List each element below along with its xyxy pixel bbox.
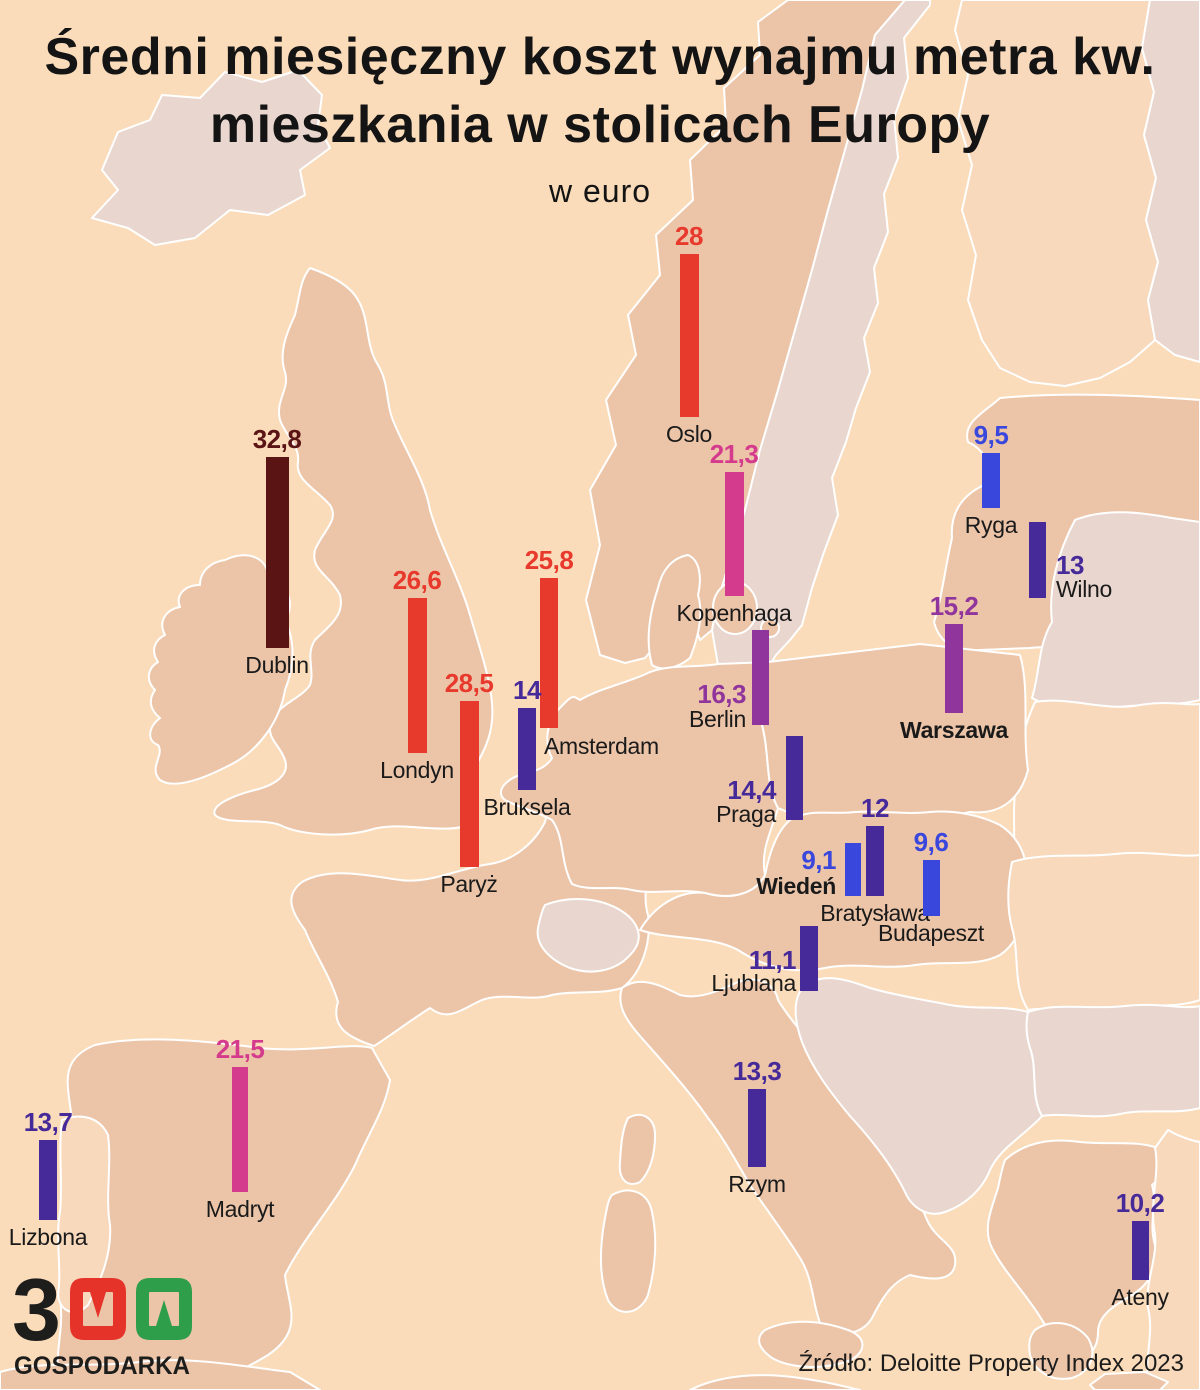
country-switzerland <box>536 898 640 973</box>
logo-wordmark: GOSPODARKA <box>14 1352 190 1380</box>
bar-value-label-ryga: 9,5 <box>973 420 1009 450</box>
bar-bratyslawa <box>866 826 884 896</box>
bar-value-label-oslo: 28 <box>675 221 703 251</box>
bar-value-label-kopenhaga: 21,3 <box>709 439 759 469</box>
bar-city-label-paryz: Paryż <box>440 871 498 897</box>
logo-300gospodarka: 3 GOSPODARKA <box>14 1276 192 1380</box>
country-sweden <box>711 0 931 696</box>
bar-city-label-bruksela: Bruksela <box>483 794 571 820</box>
bar-city-label-londyn: Londyn <box>380 757 454 783</box>
bar-city-label-ljublana: Ljublana <box>711 970 796 996</box>
bar-value-label-berlin: 16,3 <box>697 679 746 709</box>
country-balkans <box>794 977 1043 1215</box>
country-italy <box>619 978 957 1335</box>
country-bulgaria <box>1025 1003 1200 1118</box>
bar-value-label-dublin: 32,8 <box>252 424 302 454</box>
country-portugal <box>57 1115 112 1314</box>
bar-praga <box>785 736 803 820</box>
bar-city-label-ateny: Ateny <box>1111 1284 1169 1310</box>
bar-bruksela <box>518 708 536 790</box>
bar-ateny <box>1131 1221 1149 1280</box>
bar-value-label-ljublana: 11,1 <box>748 945 797 975</box>
bar-wieden <box>845 843 861 896</box>
source-credit: Źródło: Deloitte Property Index 2023 <box>798 1350 1184 1377</box>
bar-city-label-wilno: Wilno <box>1056 576 1113 602</box>
bar-ryga <box>982 453 1000 508</box>
country-greece <box>986 1139 1167 1358</box>
bar-value-label-warszawa: 15,2 <box>929 591 979 621</box>
bar-city-label-rzym: Rzym <box>728 1171 786 1197</box>
bar-city-label-berlin: Berlin <box>688 706 746 732</box>
logo-zero-red-icon <box>70 1278 126 1340</box>
bar-city-label-amsterdam: Amsterdam <box>544 733 659 759</box>
island-sardinia <box>599 1189 657 1313</box>
bar-wilno <box>1028 522 1046 598</box>
bar-madryt <box>232 1067 248 1192</box>
bar-city-label-ryga: Ryga <box>964 512 1018 538</box>
title-block: Średni miesięczny koszt wynajmu metra kw… <box>0 24 1200 210</box>
bar-value-label-budapeszt: 9,6 <box>913 827 949 857</box>
bar-dublin <box>265 457 289 648</box>
country-russia <box>1141 0 1200 363</box>
island-sicily <box>758 1320 864 1368</box>
bar-city-label-oslo: Oslo <box>665 421 713 447</box>
bar-warszawa <box>945 624 963 713</box>
bar-city-label-warszawa: Warszawa <box>900 717 1008 743</box>
bar-value-label-bruksela: 14 <box>513 675 541 705</box>
bar-city-label-bratyslawa: Bratysława <box>820 900 930 926</box>
page-title-line-1: Średni miesięczny koszt wynajmu metra kw… <box>44 28 1156 86</box>
bar-ljublana <box>800 926 818 991</box>
island-crete <box>1089 1371 1169 1390</box>
bar-value-label-rzym: 13,3 <box>732 1056 782 1086</box>
logo-digit-3: 3 <box>14 1276 61 1359</box>
bar-amsterdam <box>540 578 558 728</box>
page-title-line-2: mieszkania w stolicach Europy <box>209 95 991 154</box>
bar-city-label-wieden: Wiedeń <box>756 873 836 899</box>
bar-londyn <box>407 598 427 753</box>
country-iceland <box>91 69 331 246</box>
bar-value-label-ateny: 10,2 <box>1115 1188 1165 1218</box>
bar-berlin <box>751 630 769 725</box>
bar-city-label-kopenhaga: Kopenhaga <box>676 600 792 626</box>
bar-paryz <box>459 701 479 867</box>
bar-value-label-londyn: 26,6 <box>392 565 442 595</box>
bar-city-label-lizbona: Lizbona <box>8 1224 88 1250</box>
country-germany-benelux <box>500 661 779 897</box>
logo-zero-green-icon <box>136 1278 192 1340</box>
country-greece-peloponnese <box>1028 1322 1094 1380</box>
bar-value-label-praga: 14,4 <box>727 775 776 805</box>
bar-city-label-dublin: Dublin <box>245 652 309 678</box>
bar-city-label-budapeszt: Budapeszt <box>878 920 984 946</box>
bar-value-label-madryt: 21,5 <box>215 1034 265 1064</box>
bar-value-label-paryz: 28,5 <box>444 668 494 698</box>
bar-value-label-amsterdam: 25,8 <box>524 545 574 575</box>
bar-value-label-wieden: 9,1 <box>801 845 836 875</box>
coast-north-africa-west <box>0 1359 321 1390</box>
bar-budapeszt <box>922 860 940 916</box>
country-turkey-edge <box>1146 1129 1200 1390</box>
island-corsica <box>618 1113 656 1185</box>
country-denmark <box>647 554 702 670</box>
bar-kopenhaga <box>724 472 744 596</box>
page-subtitle: w euro <box>548 173 652 210</box>
bar-value-label-lizbona: 13,7 <box>23 1107 73 1137</box>
bar-oslo <box>679 254 699 417</box>
bar-value-label-wilno: 13 <box>1056 550 1084 580</box>
bar-lizbona <box>39 1140 57 1220</box>
bar-city-label-praga: Praga <box>716 801 776 827</box>
coast-north-africa-east <box>689 1374 861 1390</box>
bar-value-label-bratyslawa: 12 <box>861 793 889 823</box>
bar-city-label-madryt: Madryt <box>205 1196 275 1222</box>
bar-rzym <box>748 1089 766 1167</box>
